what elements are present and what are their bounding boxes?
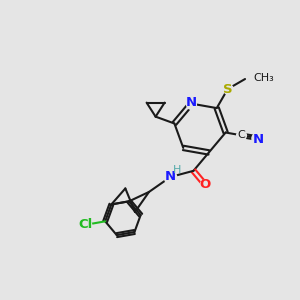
Text: H: H [173,165,182,175]
Text: S: S [223,82,232,95]
Text: N: N [185,96,197,109]
Text: C: C [238,130,245,140]
Text: N: N [165,169,176,182]
Text: N: N [253,133,264,146]
Text: CH₃: CH₃ [253,73,274,83]
Text: Cl: Cl [78,218,93,231]
Text: O: O [200,178,211,191]
